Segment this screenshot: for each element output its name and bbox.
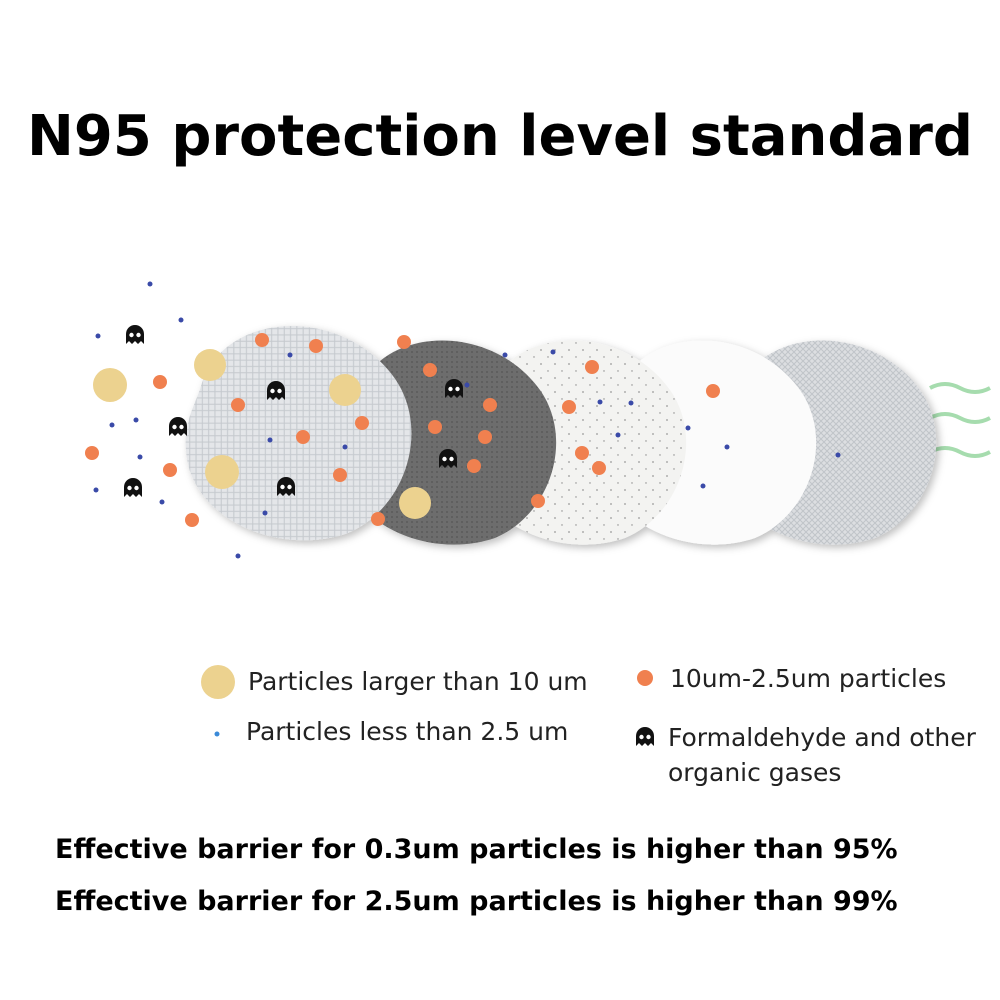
legend: Particles larger than 10 um 10um-2.5um p… <box>201 664 977 787</box>
legend-swatch-large <box>201 665 235 699</box>
legend-swatch-medium <box>637 670 653 686</box>
medium-particles <box>85 333 720 527</box>
small-particles <box>93 281 841 559</box>
legend-label: 10um-2.5um particles <box>670 664 946 693</box>
title: N95 protection level standard <box>27 104 973 169</box>
statement: Effective barrier for 2.5um particles is… <box>55 886 898 917</box>
legend-label: Particles larger than 10 um <box>248 667 588 696</box>
legend-swatch-small <box>214 731 220 737</box>
statement: Effective barrier for 0.3um particles is… <box>55 834 898 865</box>
large-particles <box>93 349 431 519</box>
legend-swatch-gas <box>636 727 654 746</box>
airflow <box>929 382 991 458</box>
legend-label: Particles less than 2.5 um <box>246 717 568 746</box>
legend-label: Formaldehyde and other <box>668 723 977 752</box>
legend-label: organic gases <box>668 758 841 787</box>
